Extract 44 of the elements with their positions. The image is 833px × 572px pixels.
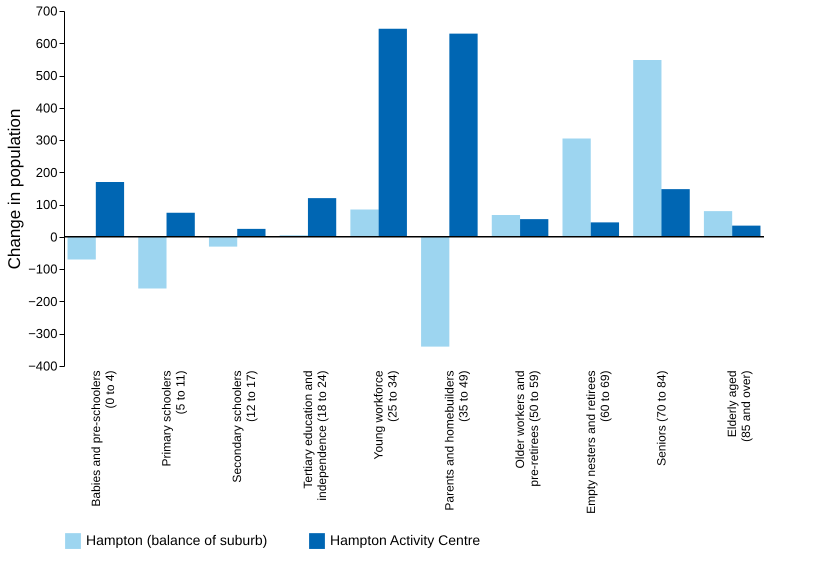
y-tick-label: 500	[36, 68, 58, 84]
bar	[350, 209, 379, 237]
legend-label: Hampton Activity Centre	[330, 532, 480, 548]
y-tick-label: 100	[36, 197, 58, 212]
bar	[208, 236, 238, 247]
bar	[520, 219, 548, 237]
y-tick-label: −400	[28, 358, 58, 374]
bar	[308, 198, 336, 237]
x-tick-label: Seniors (70 to 84)	[654, 370, 668, 466]
x-tick-label: Empty nesters and retirees (60 to 69)	[584, 370, 612, 514]
y-tick-label: −100	[28, 262, 58, 277]
y-tick-label: 600	[36, 36, 58, 51]
legend-label: Hampton (balance of suburb)	[86, 532, 268, 548]
x-tick-label: Parents and homebuilders (35 to 49)	[442, 370, 470, 511]
bar	[590, 222, 620, 237]
bar	[704, 211, 732, 237]
x-tick-label: Babies and pre-schoolers (0 to 4)	[88, 370, 117, 507]
bar	[421, 236, 450, 347]
bar	[96, 182, 124, 237]
bar	[68, 236, 96, 260]
x-tick-label: Older workers and pre-retirees (50 to 59)	[513, 370, 542, 487]
bar	[492, 214, 520, 237]
bar	[378, 28, 407, 237]
bar	[138, 236, 167, 289]
x-tick-label: Tertiary education and independence (18 to 24)	[300, 370, 329, 501]
y-tick-label: 200	[36, 164, 58, 180]
y-tick-label: −300	[28, 326, 58, 342]
bar	[166, 212, 195, 237]
x-tick-label: Secondary schoolers (12 to 17)	[230, 370, 258, 483]
y-tick-label: −200	[28, 294, 58, 309]
bar	[562, 138, 591, 237]
x-tick-label: Elderly aged (85 and over)	[725, 370, 754, 442]
x-tick-label: Young workforce (25 to 34)	[372, 370, 400, 460]
bar	[237, 228, 266, 237]
y-tick-label: 0	[50, 229, 58, 244]
y-tick-label: 300	[36, 132, 58, 148]
x-tick-label: Primary schoolers (5 to 11)	[160, 370, 188, 467]
bar	[732, 226, 760, 237]
bar	[449, 34, 478, 237]
y-tick-label: 700	[36, 4, 58, 18]
y-axis-title: Change in population	[5, 108, 24, 270]
bar	[661, 189, 690, 237]
y-tick-label: 400	[36, 100, 58, 116]
bar	[633, 60, 662, 237]
